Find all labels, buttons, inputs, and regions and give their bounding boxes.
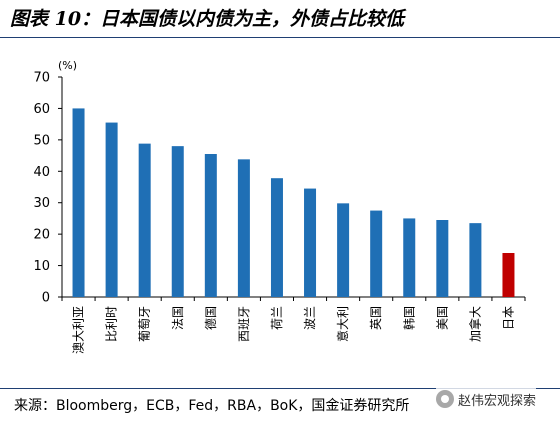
x-tick-label: 波兰 xyxy=(303,306,317,330)
source-note: 来源：Bloomberg，ECB，Fed，RBA，BoK，国金证券研究所 xyxy=(14,398,410,414)
title-divider xyxy=(0,37,560,38)
bar xyxy=(204,154,217,297)
y-tick-label: 40 xyxy=(33,165,50,180)
bar xyxy=(370,210,383,297)
y-tick-label: 70 xyxy=(33,71,50,86)
bar xyxy=(436,220,449,297)
bar xyxy=(138,143,151,297)
x-tick-label: 澳大利亚 xyxy=(72,306,86,354)
bar xyxy=(502,253,515,297)
x-tick-label: 德国 xyxy=(203,306,218,330)
bar xyxy=(403,218,416,297)
source-divider xyxy=(0,388,560,389)
bar xyxy=(72,108,85,297)
bar xyxy=(337,203,350,297)
y-unit-label: (%) xyxy=(58,59,77,72)
x-tick-label: 日本 xyxy=(501,306,515,330)
bar xyxy=(304,188,317,297)
y-tick-label: 50 xyxy=(33,133,50,148)
y-tick-label: 20 xyxy=(33,228,50,243)
x-tick-label: 葡萄牙 xyxy=(138,306,152,342)
y-tick-label: 60 xyxy=(33,102,50,117)
bar xyxy=(469,223,482,297)
y-tick-label: 10 xyxy=(33,259,50,274)
y-tick-label: 0 xyxy=(42,291,50,306)
watermark-text: 赵伟宏观探索 xyxy=(458,393,537,409)
bar-chart: 0 10 20 30 40 50 60 70 (%) 澳大利亚 比利时 葡萄牙 法国 德国 西班牙 荷兰 波兰意… xyxy=(33,59,526,354)
x-tick-label: 韩国 xyxy=(401,306,416,330)
x-tick-label: 美国 xyxy=(435,306,449,330)
x-tick-label: 荷兰 xyxy=(270,306,284,330)
wechat-icon xyxy=(436,390,454,408)
x-tick-label: 英国 xyxy=(369,306,383,330)
y-tick-label: 30 xyxy=(33,196,50,211)
bar xyxy=(105,122,118,297)
figure-title: 图表 10：日本国债以内债为主，外债占比较低 xyxy=(10,8,405,30)
x-tick-label: 意大利 xyxy=(335,306,350,342)
x-tick-label: 比利时 xyxy=(105,306,119,342)
bar xyxy=(171,146,184,297)
bar xyxy=(237,159,250,297)
watermark: 赵伟宏观探索 xyxy=(436,387,537,411)
x-tick-label: 加拿大 xyxy=(467,306,482,342)
x-tick-label: 西班牙 xyxy=(237,306,251,342)
bar xyxy=(270,178,283,297)
x-tick-label: 法国 xyxy=(171,306,185,330)
